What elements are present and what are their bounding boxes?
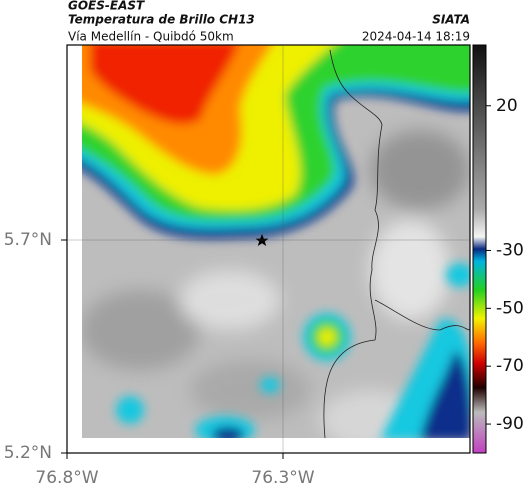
y-tick-label: 5.7°N	[4, 230, 52, 250]
source: SIATA	[432, 13, 470, 27]
map-frame	[66, 44, 471, 454]
x-tick-label: 76.3°W	[251, 468, 314, 488]
border-line	[329, 49, 351, 96]
colorbar-tick-label: -90	[496, 414, 524, 434]
route: Vía Medellín - Quibdó 50km	[68, 30, 234, 44]
subtitle: Temperatura de Brillo CH13	[68, 13, 255, 27]
colorbar-tick-label: -50	[496, 298, 524, 318]
colorbar-tick-label: -30	[496, 240, 524, 260]
border-line	[374, 299, 470, 331]
satellite-image	[82, 45, 470, 438]
title: GOES-EAST	[68, 0, 145, 13]
colorbar-tick-label: -70	[496, 356, 524, 376]
y-tick-label: 5.2°N	[4, 443, 52, 463]
colorbar-tick-label: 20	[496, 96, 518, 116]
datetime: 2024-04-14 18:19	[362, 30, 470, 44]
x-tick-label: 76.8°W	[35, 468, 98, 488]
border-line	[323, 94, 383, 438]
colorbar	[472, 44, 487, 454]
